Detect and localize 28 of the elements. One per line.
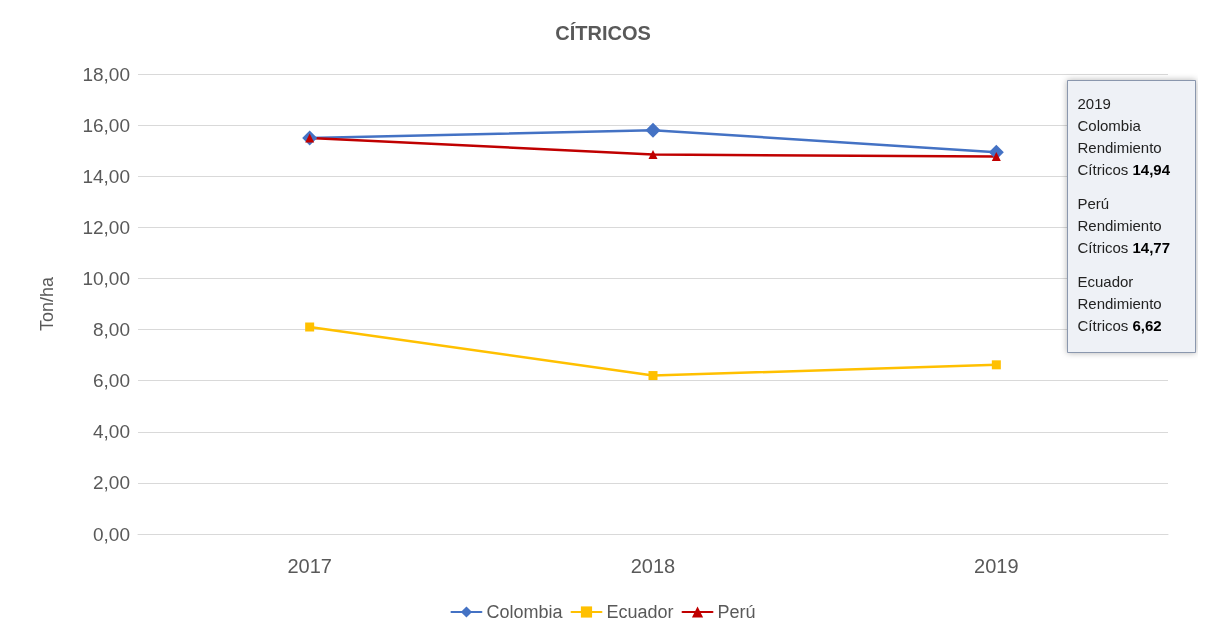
legend-label: Perú <box>717 602 756 622</box>
annotation: Ecuador Rendimiento Cítricos 6,62 <box>1077 273 1162 334</box>
legend-label: Colombia <box>486 602 564 622</box>
point <box>991 152 1001 162</box>
y-tick-label: 6,00 <box>93 370 130 392</box>
point <box>648 371 658 381</box>
legend-label: Ecuador <box>606 602 674 622</box>
point <box>645 122 661 138</box>
y-tick-label: 12,00 <box>82 216 130 238</box>
x-tick-label: 2017 <box>287 555 332 577</box>
y-tick-label: 0,00 <box>93 523 130 545</box>
y-tick-label: 4,00 <box>93 421 130 443</box>
chart-title: CÍTRICOS <box>555 22 651 44</box>
y-tick-label: 14,00 <box>82 165 130 187</box>
annotation: Perú Rendimiento Cítricos 14,77 <box>1077 195 1171 256</box>
y-tick-label: 10,00 <box>82 267 130 289</box>
point <box>305 322 315 332</box>
annotation: Colombia Rendimiento Cítricos 14,94 <box>1077 117 1171 178</box>
y-axis-title: Ton/ha <box>37 275 57 332</box>
x-tick-label: 2018 <box>630 555 676 577</box>
point <box>991 360 1001 370</box>
annotation: 2019 <box>1077 95 1111 112</box>
y-tick-label: 16,00 <box>82 114 130 136</box>
x-tick-label: 2019 <box>974 555 1019 577</box>
y-tick-label: 2,00 <box>93 472 130 494</box>
point <box>648 150 658 159</box>
y-tick-label: 18,00 <box>82 63 130 85</box>
y-tick-label: 8,00 <box>93 319 130 341</box>
